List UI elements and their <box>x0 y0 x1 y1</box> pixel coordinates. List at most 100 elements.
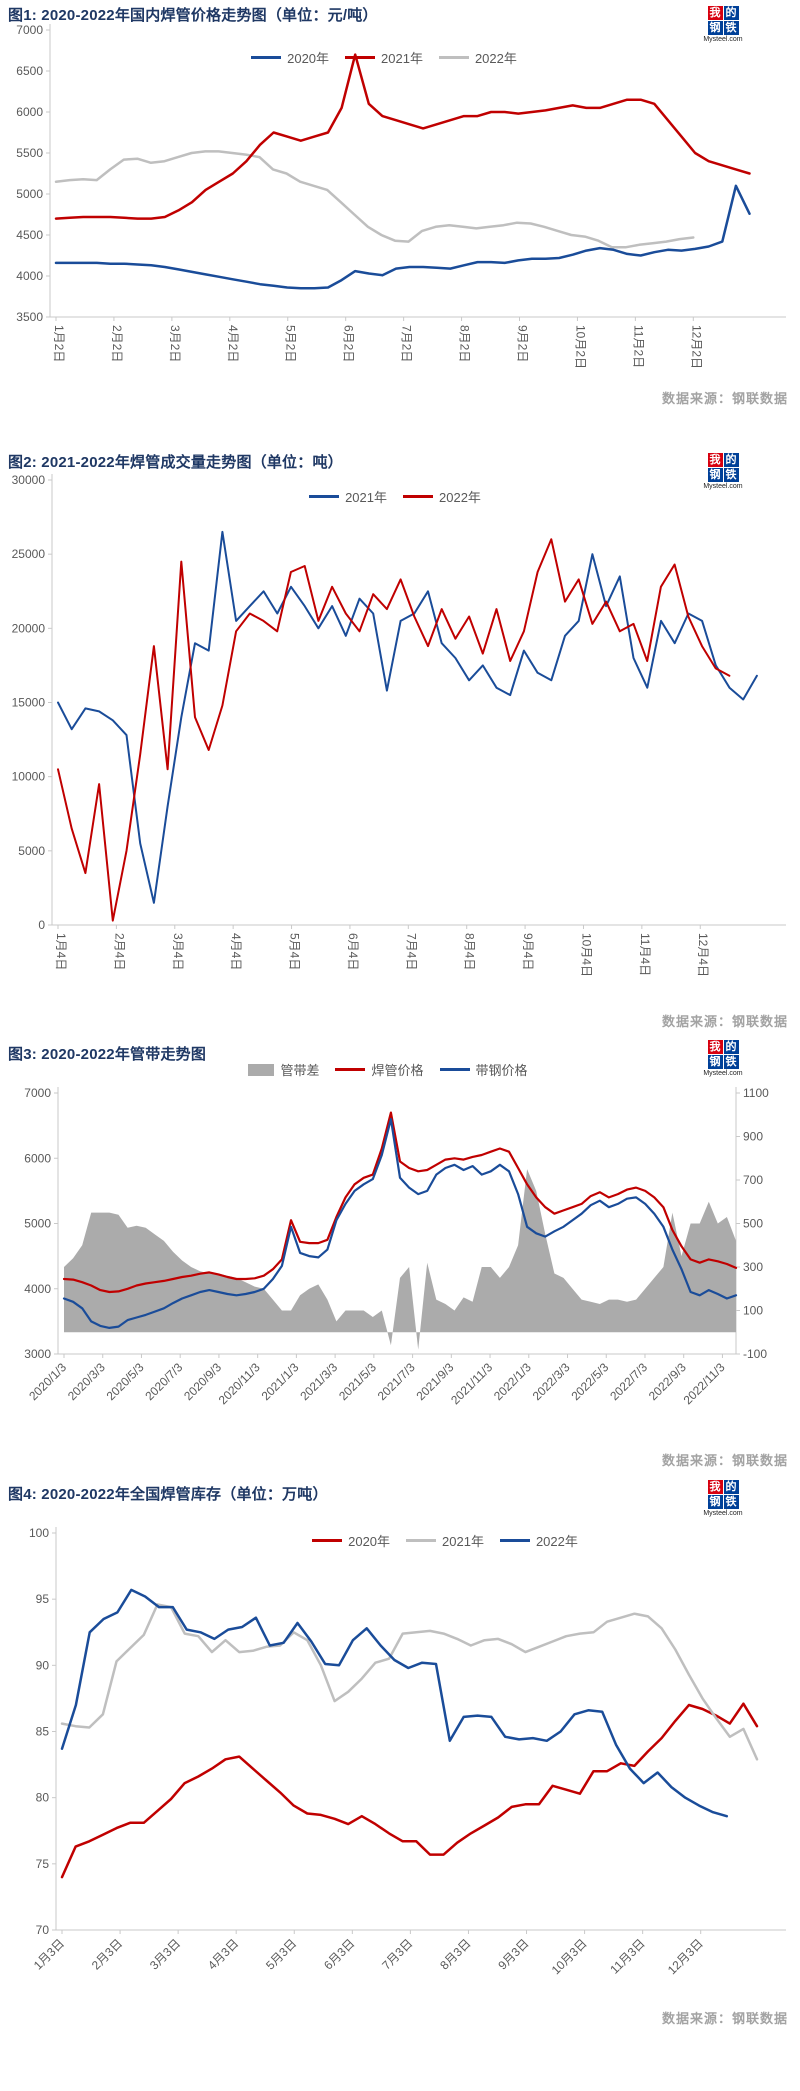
legend-line-swatch <box>251 56 282 59</box>
logo-char: 的 <box>723 1040 739 1054</box>
mysteel-domain: Mysteel.com <box>703 1070 743 1077</box>
chart2-section: 30000 25000 20000 15000 10000 5000 0 1月4日 2月4日 3月… <box>0 445 800 1040</box>
logo-char: 铁 <box>723 1495 739 1509</box>
y-tick-label: 6000 <box>16 105 43 119</box>
series-line-2020年 <box>54 184 751 290</box>
x-tick-label: 5月2日 <box>284 325 298 362</box>
legend-item: 2020年 <box>312 1531 390 1550</box>
mysteel-logo-grid: 我 的 钢 铁 <box>707 453 739 482</box>
legend-item: 2022年 <box>403 487 481 506</box>
y-tick-label: 70 <box>36 1923 50 1937</box>
legend-item: 2021年 <box>309 487 387 506</box>
legend-label: 2021年 <box>442 1534 484 1549</box>
legend-item: 2022年 <box>499 1531 578 1550</box>
y-tick-label: 4500 <box>16 228 43 242</box>
mysteel-domain: Mysteel.com <box>703 483 743 490</box>
legend-line-swatch <box>439 1068 470 1071</box>
x-tick-label: 2020/11/3 <box>216 1360 263 1407</box>
chart4-section: 100 95 90 85 80 75 70 1月3日 2月3日 3月3日 4月3日 5月3日 6月3日 7… <box>0 1475 800 2091</box>
mysteel-logo-grid: 我 的 钢 铁 <box>707 6 739 35</box>
chart1-legend: 2020年 2021年 2022年 <box>0 48 784 67</box>
chart3-data-source: 数据来源：钢联数据 <box>661 1453 788 1468</box>
y-tick-label: 0 <box>38 918 45 932</box>
legend-label: 管带差 <box>280 1063 320 1078</box>
y-tick-label: 75 <box>36 1857 50 1871</box>
x-tick-label: 10月2日 <box>573 325 587 369</box>
x-tick-label: 2021/1/3 <box>259 1360 302 1403</box>
y-tick-label: 95 <box>36 1592 50 1606</box>
x-tick-label: 2020/7/3 <box>142 1360 185 1403</box>
y-tick-label: 5000 <box>18 844 45 858</box>
legend-label: 2022年 <box>474 51 517 66</box>
x-tick-label: 4月3日 <box>205 1936 241 1972</box>
x-tick-label: 2020/1/3 <box>26 1360 69 1403</box>
y-tick-label: 80 <box>36 1791 50 1805</box>
x-tick-label: 12月3日 <box>665 1936 706 1977</box>
series-line-焊管价格 <box>62 1111 738 1294</box>
chart1-title: 图1: 2020-2022年国内焊管价格走势图（单位：元/吨） <box>8 7 378 24</box>
y-right-tick-label: 1100 <box>743 1086 769 1100</box>
series-area-管带差 <box>64 1169 736 1350</box>
y-tick-label: 6000 <box>24 1151 51 1165</box>
y-tick-label: 20000 <box>12 621 46 635</box>
x-tick-label: 2月4日 <box>112 933 126 970</box>
x-tick-label: 10月3日 <box>549 1936 590 1977</box>
x-tick-label: 9月3日 <box>495 1936 531 1972</box>
x-tick-label: 3月4日 <box>171 933 185 970</box>
legend-label: 焊管价格 <box>371 1063 424 1078</box>
y-tick-label: 90 <box>36 1658 50 1672</box>
chart3-legend: 管带差 焊管价格 带钢价格 <box>0 1060 788 1079</box>
x-tick-label: 12月4日 <box>696 933 710 977</box>
series-line-2022年 <box>54 150 695 249</box>
logo-char: 我 <box>707 1040 723 1054</box>
y-tick-label: 15000 <box>12 696 46 710</box>
y-tick-label: 5000 <box>24 1217 51 1231</box>
y-tick-label: 5500 <box>16 146 43 160</box>
legend-item: 2020年 <box>251 48 329 67</box>
chart2-title: 图2: 2021-2022年焊管成交量走势图（单位：吨） <box>8 454 343 471</box>
logo-char: 的 <box>723 453 739 467</box>
logo-char: 钢 <box>707 1055 723 1069</box>
y-right-tick-label: 700 <box>743 1173 763 1187</box>
mysteel-domain: Mysteel.com <box>703 36 743 43</box>
x-tick-label: 11月2日 <box>631 325 645 368</box>
x-tick-label: 7月4日 <box>404 933 418 970</box>
x-tick-label: 8月3日 <box>437 1936 473 1972</box>
chart3-title: 图3: 2020-2022年管带走势图 <box>8 1046 207 1063</box>
x-tick-label: 2022/7/3 <box>607 1360 650 1403</box>
x-tick-label: 3月2日 <box>168 325 182 362</box>
x-tick-label: 6月4日 <box>346 933 360 970</box>
x-tick-label: 4月4日 <box>229 933 243 970</box>
y-tick-label: 30000 <box>12 473 46 487</box>
x-tick-label: 1月4日 <box>54 933 68 970</box>
chart3-section: 7000 6000 5000 4000 3000 1100 900 700 500 300 100 -… <box>0 1040 800 1475</box>
x-tick-label: 2022/5/3 <box>568 1360 611 1403</box>
logo-char: 铁 <box>723 1055 739 1069</box>
y-right-tick-label: 500 <box>743 1217 763 1231</box>
y-tick-label: 6500 <box>16 64 43 78</box>
mysteel-logo: 我 的 钢 铁 Mysteel.com <box>701 453 745 490</box>
mysteel-logo-grid: 我 的 钢 铁 <box>707 1480 739 1509</box>
chart1-data-source: 数据来源：钢联数据 <box>661 391 788 406</box>
legend-item: 2021年 <box>345 48 423 67</box>
x-tick-label: 2022/11/3 <box>681 1360 728 1407</box>
logo-char: 我 <box>707 6 723 20</box>
y-right-tick-label: 300 <box>743 1260 763 1274</box>
x-tick-label: 1月3日 <box>31 1936 67 1972</box>
chart4-title: 图4: 2020-2022年全国焊管库存（单位：万吨） <box>8 1486 328 1503</box>
x-tick-label: 6月3日 <box>321 1936 357 1972</box>
y-tick-label: 100 <box>29 1526 49 1540</box>
x-tick-label: 11月4日 <box>638 933 652 976</box>
x-tick-label: 2022/1/3 <box>491 1360 534 1403</box>
chart2-data-source: 数据来源：钢联数据 <box>661 1014 788 1029</box>
logo-char: 的 <box>723 1480 739 1494</box>
logo-char: 铁 <box>723 21 739 35</box>
x-tick-label: 12月2日 <box>689 325 703 369</box>
chart3-canvas: 7000 6000 5000 4000 3000 1100 900 700 500 300 100 -… <box>24 1086 769 1407</box>
mysteel-logo: 我 的 钢 铁 Mysteel.com <box>701 6 745 43</box>
logo-char: 的 <box>723 6 739 20</box>
legend-item: 2022年 <box>438 48 517 67</box>
logo-char: 钢 <box>707 468 723 482</box>
chart4-data-source: 数据来源：钢联数据 <box>661 2011 788 2026</box>
